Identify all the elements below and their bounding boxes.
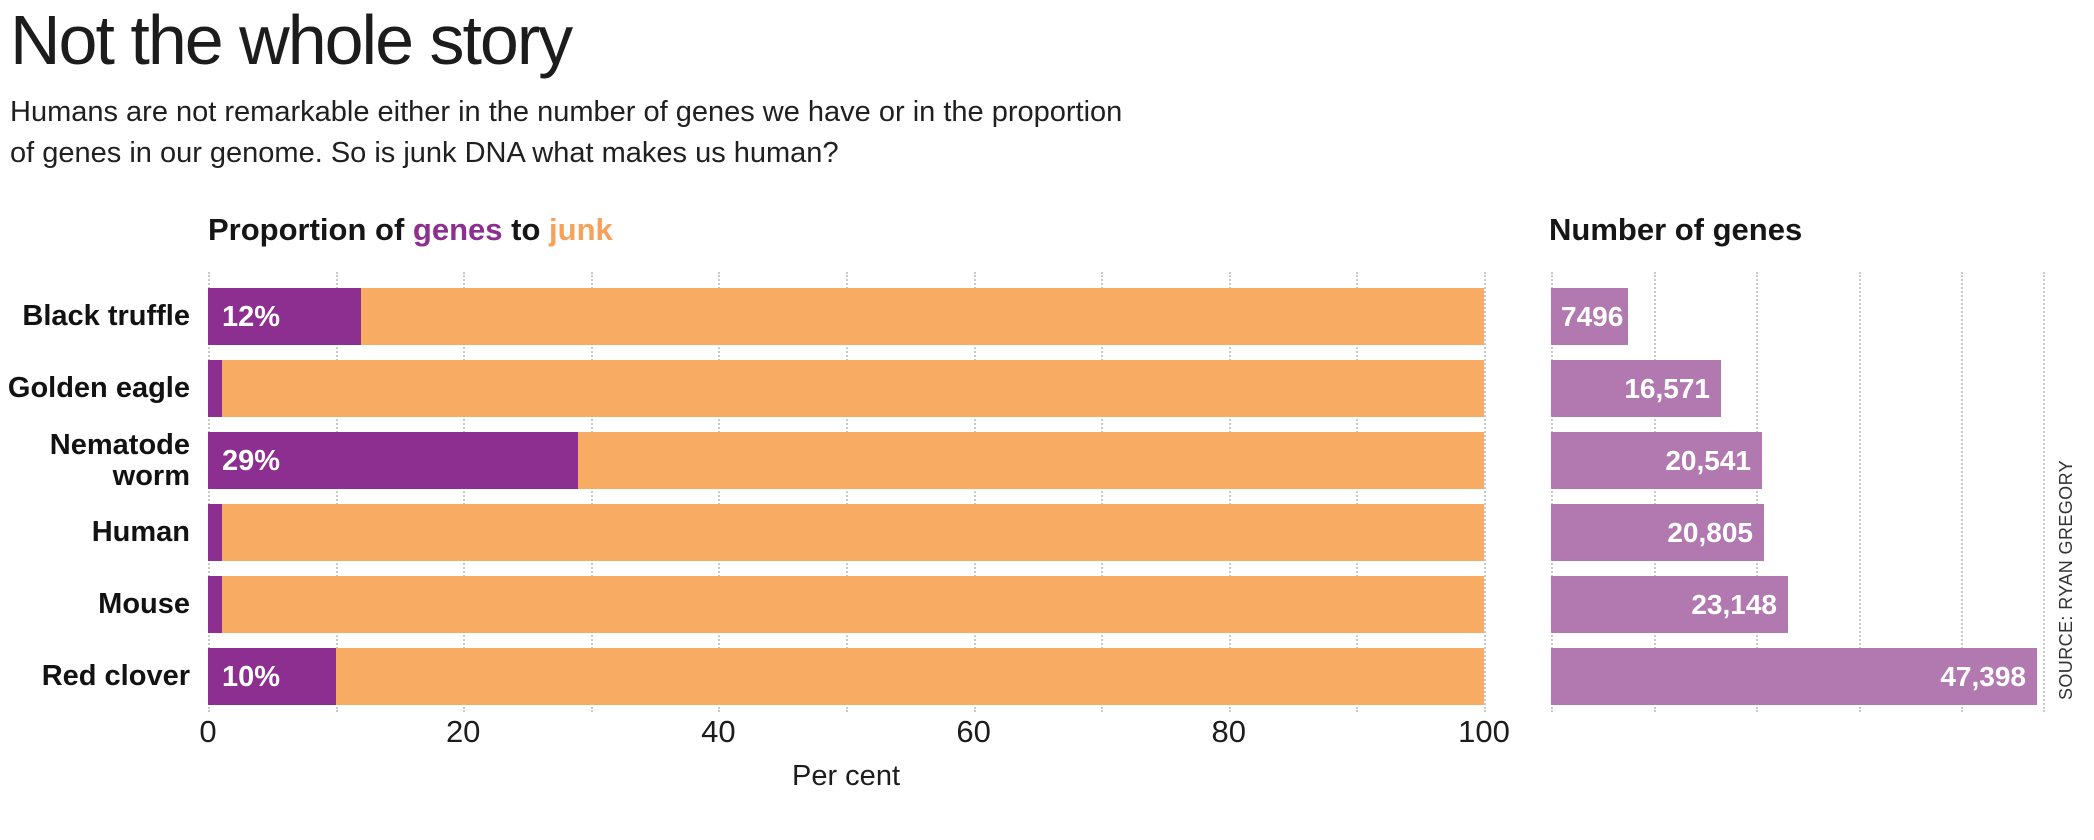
proportion-chart-plot-area: 12% 29% 10% [208, 272, 1486, 712]
genes-bar [208, 288, 362, 345]
row-label-human: Human [91, 516, 190, 548]
proportion-bar-row [208, 504, 1484, 561]
gene-count-bar-row: 20,805 [1551, 504, 2043, 561]
gene-count-bar: 20,805 [1551, 504, 1764, 561]
junk-accent-word: junk [549, 212, 613, 247]
junk-bar [208, 288, 1484, 345]
right-chart-title: Number of genes [1549, 212, 1803, 247]
genes-bar [208, 504, 223, 561]
row-label-red-clover: Red clover [41, 660, 190, 692]
genes-bar [208, 648, 336, 705]
gene-count-bar-row: 7496 [1551, 288, 2043, 345]
gridline [1961, 272, 1963, 712]
proportion-bar-row: 12% [208, 288, 1484, 345]
gridline [1858, 272, 1861, 712]
gene-count-chart-plot-area: 7496 16,571 20,541 20,805 23,148 47,398 [1551, 272, 2045, 712]
genes-bar [208, 576, 223, 633]
gene-count-label: 16,571 [1624, 373, 1710, 404]
junk-bar [208, 648, 1484, 705]
genes-accent-word: genes [412, 212, 503, 247]
junk-bar [208, 504, 1484, 561]
junk-bar [208, 360, 1484, 417]
proportion-bar-row: 10% [208, 648, 1484, 705]
row-label-golden-eagle: Golden eagle [7, 372, 190, 404]
gridline [590, 272, 593, 712]
page-title: Not the whole story [10, 1, 573, 79]
gridline [1101, 272, 1104, 712]
gene-count-label: 47,398 [1940, 661, 2026, 692]
proportion-bar-row: 29% [208, 432, 1484, 489]
gridline [1653, 272, 1656, 712]
gridline [718, 272, 721, 712]
gene-count-bar: 23,148 [1551, 576, 1788, 633]
row-label-nematode-worm: Nematode worm [49, 428, 190, 492]
gene-count-bar: 16,571 [1551, 360, 1721, 417]
genes-percent-label: 29% [222, 445, 281, 477]
subtitle-line-2: of genes in our genome. So is junk DNA w… [10, 137, 839, 169]
gridline [1551, 272, 1553, 712]
gridline [1356, 272, 1359, 712]
x-tick-20: 20 [445, 714, 481, 749]
x-tick-100: 100 [1458, 714, 1510, 749]
gridline [208, 272, 210, 712]
gene-count-label: 20,541 [1665, 445, 1751, 476]
row-label-black-truffle: Black truffle [22, 300, 190, 332]
gridline [335, 272, 338, 712]
proportion-bar-row [208, 576, 1484, 633]
source-credit: SOURCE: RYAN GREGORY [2056, 459, 2076, 700]
x-tick-80: 80 [1211, 714, 1247, 749]
proportion-bar-row [208, 360, 1484, 417]
left-chart-title-middle: to [502, 212, 550, 247]
gene-count-bar: 7496 [1551, 288, 1628, 345]
genes-bar [208, 360, 223, 417]
gridline [973, 272, 976, 712]
gridline [2043, 272, 2045, 712]
genes-percent-label: 12% [222, 301, 281, 333]
gene-count-bar: 47,398 [1551, 648, 2037, 705]
left-chart-title: Proportion of genes to junk [208, 210, 613, 250]
gridline [1756, 272, 1758, 712]
genes-percent-label: 10% [222, 661, 281, 693]
page-subtitle: Humans are not remarkable either in the … [10, 92, 1122, 174]
gridline [463, 272, 466, 712]
junk-bar [208, 576, 1484, 633]
gene-count-bar: 20,541 [1551, 432, 1762, 489]
gene-count-bar-row: 47,398 [1551, 648, 2043, 705]
gridline [1228, 272, 1231, 712]
genes-bar [208, 432, 579, 489]
x-tick-40: 40 [701, 714, 736, 749]
gene-count-bar-row: 16,571 [1551, 360, 2043, 417]
x-axis-label: Per cent [792, 760, 900, 792]
left-chart-title-prefix: Proportion of [208, 212, 413, 247]
row-label-mouse: Mouse [98, 588, 190, 620]
x-tick-0: 0 [199, 714, 217, 749]
gene-count-label: 20,805 [1667, 517, 1753, 548]
gene-count-bar-row: 20,541 [1551, 432, 2043, 489]
gene-count-label: 23,148 [1691, 589, 1777, 620]
gene-count-bar-row: 23,148 [1551, 576, 2043, 633]
subtitle-line-1: Humans are not remarkable either in the … [10, 96, 1123, 128]
x-tick-60: 60 [956, 714, 991, 749]
gridline [1484, 272, 1486, 712]
gene-count-label: 7496 [1561, 301, 1624, 332]
gridline [846, 272, 848, 712]
